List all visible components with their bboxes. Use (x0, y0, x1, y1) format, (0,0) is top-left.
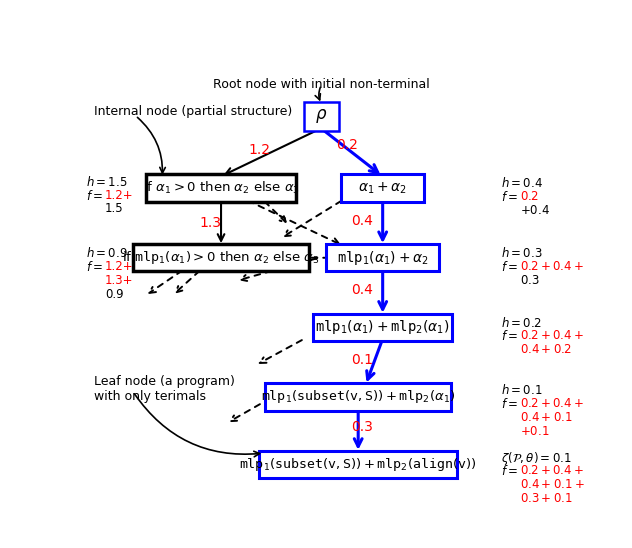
FancyBboxPatch shape (265, 383, 451, 410)
Text: $+ 0.4$: $+ 0.4$ (520, 204, 550, 217)
Text: $0.2 + 0.4+$: $0.2 + 0.4+$ (520, 397, 584, 410)
Text: $f = $: $f = $ (87, 260, 104, 275)
Text: $0.3 + 0.1$: $0.3 + 0.1$ (520, 492, 573, 505)
Text: Leaf node (a program)
with only terimals: Leaf node (a program) with only terimals (94, 375, 234, 403)
Text: $f = $: $f = $ (501, 260, 518, 275)
Text: $0.4 + 0.1$: $0.4 + 0.1$ (520, 411, 573, 424)
FancyBboxPatch shape (259, 451, 458, 478)
Text: Internal node (partial structure): Internal node (partial structure) (94, 105, 292, 118)
Text: $0.2 + 0.4+$: $0.2 + 0.4+$ (520, 464, 584, 477)
FancyBboxPatch shape (133, 244, 309, 271)
FancyBboxPatch shape (326, 244, 439, 271)
Text: $\alpha_1 + \alpha_2$: $\alpha_1 + \alpha_2$ (358, 180, 407, 196)
Text: $\zeta(\mathcal{P}, \theta) = 0.1$: $\zeta(\mathcal{P}, \theta) = 0.1$ (501, 450, 572, 467)
FancyBboxPatch shape (305, 102, 339, 131)
Text: 1.2+: 1.2+ (105, 260, 133, 273)
Text: $0.2$: $0.2$ (520, 190, 539, 203)
Text: $0.4 + 0.1+$: $0.4 + 0.1+$ (520, 478, 585, 490)
Text: $0.3$: $0.3$ (520, 274, 540, 287)
Text: $h = 1.5$: $h = 1.5$ (87, 175, 128, 189)
Text: if $\mathtt{mlp}_1(\alpha_1) > 0$ then $\alpha_2$ else $\alpha_3$: if $\mathtt{mlp}_1(\alpha_1) > 0$ then $… (122, 249, 320, 266)
Text: $\mathtt{mlp}_1(\mathtt{subset}(\mathtt{v},\mathtt{S})) + \mathtt{mlp}_2(\mathtt: $\mathtt{mlp}_1(\mathtt{subset}(\mathtt{… (240, 456, 477, 473)
Text: Root node with initial non-terminal: Root node with initial non-terminal (213, 78, 430, 90)
Text: $h = 0.2$: $h = 0.2$ (501, 316, 542, 329)
Text: 0.2: 0.2 (336, 138, 358, 152)
Text: 1.2+: 1.2+ (105, 189, 133, 202)
Text: 1.3+: 1.3+ (105, 274, 133, 287)
FancyBboxPatch shape (147, 174, 296, 202)
Text: 1.5: 1.5 (105, 202, 124, 215)
Text: $h = 0.9$: $h = 0.9$ (87, 247, 128, 260)
Text: $0.2 + 0.4+$: $0.2 + 0.4+$ (520, 260, 584, 273)
Text: $0.4 + 0.2$: $0.4 + 0.2$ (520, 344, 572, 356)
Text: $+0.1$: $+0.1$ (520, 425, 549, 438)
Text: $h = 0.4$: $h = 0.4$ (501, 176, 543, 190)
Text: $\mathtt{mlp}_1(\alpha_1) + \mathtt{mlp}_2(\alpha_1)$: $\mathtt{mlp}_1(\alpha_1) + \mathtt{mlp}… (315, 318, 450, 336)
Text: 0.9: 0.9 (105, 288, 124, 301)
Text: $f = $: $f = $ (87, 189, 104, 203)
Text: 1.3: 1.3 (199, 216, 221, 230)
Text: $h = 0.1$: $h = 0.1$ (501, 383, 543, 397)
Text: $f = $: $f = $ (501, 464, 518, 478)
Text: $f = $: $f = $ (501, 397, 518, 411)
Text: if $\alpha_1 > 0$ then $\alpha_2$ else $\alpha_3$: if $\alpha_1 > 0$ then $\alpha_2$ else $… (143, 180, 300, 196)
Text: 0.3: 0.3 (351, 420, 373, 435)
Text: $f = $: $f = $ (501, 329, 518, 344)
FancyBboxPatch shape (341, 174, 424, 202)
Text: $\rho$: $\rho$ (315, 107, 327, 125)
Text: $h = 0.3$: $h = 0.3$ (501, 247, 543, 260)
Text: 0.4: 0.4 (351, 283, 373, 297)
Text: $f = $: $f = $ (501, 190, 518, 204)
Text: 1.2: 1.2 (248, 143, 270, 157)
Text: 0.1: 0.1 (351, 353, 373, 367)
FancyBboxPatch shape (313, 313, 453, 341)
Text: $\mathtt{mlp}_1(\alpha_1) + \alpha_2$: $\mathtt{mlp}_1(\alpha_1) + \alpha_2$ (337, 249, 428, 267)
Text: 0.4: 0.4 (351, 214, 373, 227)
Text: $\mathtt{mlp}_1(\mathtt{subset}(\mathtt{v},\mathtt{S})) + \mathtt{mlp}_2(\alpha_: $\mathtt{mlp}_1(\mathtt{subset}(\mathtt{… (261, 389, 455, 406)
Text: $0.2 + 0.4+$: $0.2 + 0.4+$ (520, 329, 584, 342)
